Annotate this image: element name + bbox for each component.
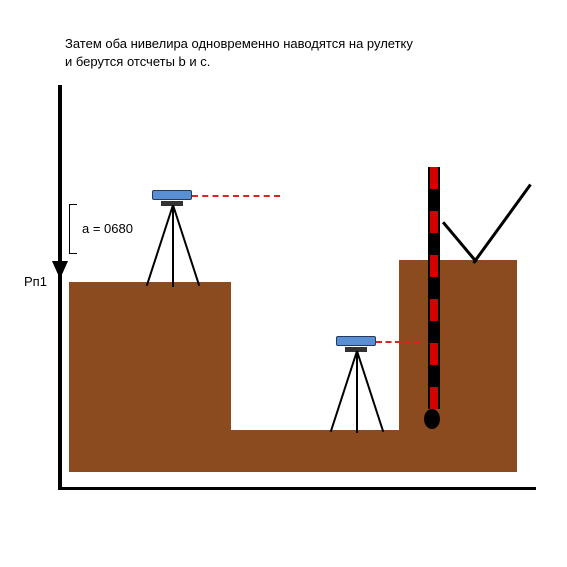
staff-brace [472, 184, 531, 264]
arrow-icon [52, 261, 68, 279]
caption: Затем оба нивелира одновременно наводятс… [65, 35, 413, 71]
staff-segment [430, 167, 438, 189]
measuring-staff [428, 167, 440, 409]
staff-segment [430, 233, 438, 255]
horizontal-axis [58, 487, 536, 490]
vertical-axis [58, 85, 62, 490]
tripod-leg [172, 205, 174, 287]
level-icon [336, 336, 376, 346]
terrain-left [69, 282, 231, 472]
staff-segment [430, 387, 438, 409]
terrain-mid [231, 430, 399, 472]
sight-line-upper [192, 195, 280, 197]
tripod-leg [330, 351, 358, 432]
caption-line-1: Затем оба нивелира одновременно наводятс… [65, 35, 413, 53]
tripod-leg [146, 205, 174, 286]
reading-a-label: a = 0680 [82, 221, 133, 236]
staff-segment [430, 343, 438, 365]
staff-segment [430, 211, 438, 233]
staff-segment [430, 189, 438, 211]
plumb-bob-icon [424, 409, 440, 429]
staff-segment [430, 277, 438, 299]
staff-segment [430, 365, 438, 387]
tripod-leg [356, 351, 358, 433]
tripod-leg [172, 205, 200, 286]
bracket-a [69, 204, 77, 254]
staff-segment [430, 321, 438, 343]
sight-line-lower [376, 341, 420, 343]
staff-segment [430, 299, 438, 321]
benchmark-label: Рп1 [24, 274, 47, 289]
staff-segment [430, 255, 438, 277]
caption-line-2: и берутся отсчеты b и c. [65, 53, 413, 71]
staff-brace [442, 221, 478, 263]
tripod-leg [356, 351, 384, 432]
terrain-right [399, 260, 517, 472]
level-icon [152, 190, 192, 200]
